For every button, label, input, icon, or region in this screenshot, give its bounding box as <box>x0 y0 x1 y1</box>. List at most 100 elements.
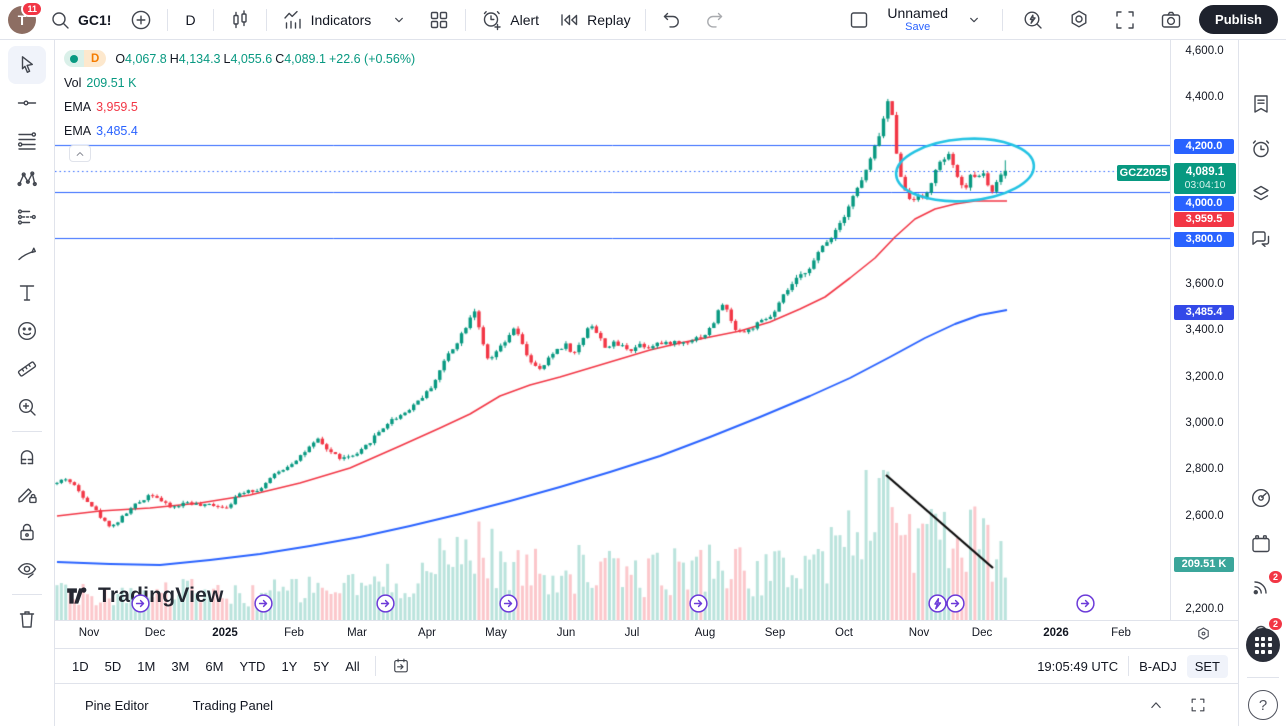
layout-select-button[interactable] <box>841 4 877 36</box>
projection-tool[interactable] <box>8 198 46 236</box>
range-button-5d[interactable]: 5D <box>104 658 122 674</box>
watermark-text: TradingView <box>98 584 224 607</box>
panel-maximize-icon[interactable] <box>1188 695 1208 715</box>
symbol-search-button[interactable]: GC1! <box>42 4 117 36</box>
bottom-toolbar-right: 19:05:49 UTC B-ADJ SET <box>1037 654 1228 678</box>
range-button-3m[interactable]: 3M <box>171 658 190 674</box>
chart-type-button[interactable] <box>222 4 258 36</box>
replay-icon <box>561 13 578 26</box>
contract-switch-marker-icon[interactable] <box>498 594 518 613</box>
chart-settings-button[interactable] <box>1061 4 1097 36</box>
topbar-right-group: Unnamed Save Publish <box>841 4 1278 36</box>
range-button-1m[interactable]: 1M <box>137 658 156 674</box>
indicators-button[interactable]: Indicators <box>275 4 378 36</box>
calendar-button[interactable] <box>1249 532 1277 560</box>
contract-switch-marker-icon[interactable] <box>688 594 708 613</box>
price-axis[interactable]: 4,089.1 03:04:10 4,600.0 4,400.0 3,600.0 3,… <box>1170 40 1238 620</box>
ema-fast-label: EMA <box>64 99 92 114</box>
range-button-6m[interactable]: 6M <box>205 658 224 674</box>
user-avatar[interactable]: T 11 <box>8 0 43 34</box>
adjustment-toggle[interactable]: B-ADJ <box>1139 658 1177 674</box>
tab-trading-panel[interactable]: Trading Panel <box>192 697 274 713</box>
range-button-all[interactable]: All <box>345 658 360 674</box>
replay-button[interactable]: Replay <box>551 4 637 36</box>
tab-pine-editor[interactable]: Pine Editor <box>85 697 149 713</box>
contract-switch-marker-icon[interactable] <box>945 594 965 613</box>
legend-ema-fast-row[interactable]: EMA 3,959.5 <box>64 98 415 115</box>
lock-all-drawings-tool[interactable] <box>8 513 46 551</box>
high-label: H <box>169 51 179 66</box>
contract-switch-marker-icon[interactable] <box>1075 594 1095 613</box>
hide-drawings-tool[interactable] <box>8 551 46 589</box>
legend-main-row[interactable]: D O4,067.8 H4,134.3 L4,055.6 C4,089.1 +22.6 … <box>64 50 415 67</box>
time-tick: Mar <box>347 627 367 639</box>
redo-button[interactable] <box>696 4 732 36</box>
zoom-in-icon <box>18 398 36 416</box>
time-tick: Oct <box>835 627 853 639</box>
help-button[interactable]: ? <box>1248 690 1278 720</box>
range-button-ytd[interactable]: YTD <box>239 658 266 674</box>
chat-icon <box>1252 231 1270 247</box>
redo-icon <box>706 12 722 28</box>
toolbar-divider <box>212 8 214 31</box>
layout-name-button[interactable]: Unnamed Save <box>887 5 948 34</box>
ideas-feed-button[interactable]: 2 <box>1249 570 1283 603</box>
legend-ema-slow-row[interactable]: EMA 3,485.4 <box>64 122 415 139</box>
clock-utc[interactable]: 19:05:49 UTC <box>1037 658 1119 674</box>
indicator-templates-button[interactable] <box>383 6 415 34</box>
legend-collapse-button[interactable] <box>69 145 91 162</box>
measure-tool[interactable] <box>8 350 46 388</box>
session-toggle[interactable]: SET <box>1186 654 1228 678</box>
publish-button[interactable]: Publish <box>1199 5 1278 34</box>
legend-volume-row[interactable]: Vol 209.51 K <box>64 74 415 91</box>
panel-expand-chevron-icon[interactable] <box>1146 695 1166 715</box>
trend-line-tool[interactable] <box>8 84 46 122</box>
undo-button[interactable] <box>654 4 690 36</box>
contract-switch-marker-icon[interactable] <box>130 594 150 613</box>
lightning-marker-icon[interactable] <box>927 594 947 613</box>
close-value: 4,089.1 <box>284 51 326 66</box>
interval-button[interactable]: D <box>176 8 204 32</box>
range-button-1d[interactable]: 1D <box>72 658 89 674</box>
layout-menu-button[interactable] <box>958 6 990 34</box>
range-button-5y[interactable]: 5Y <box>313 658 330 674</box>
compare-add-button[interactable] <box>123 4 159 36</box>
undo-icon <box>663 12 679 28</box>
contract-switch-marker-icon[interactable] <box>253 594 273 613</box>
time-tick: Sep <box>764 627 786 639</box>
axis-settings-icon[interactable] <box>1195 626 1212 648</box>
quick-search-button[interactable] <box>1015 4 1051 36</box>
contract-label[interactable]: GCZ2025 <box>1117 165 1170 181</box>
contract-switch-marker-icon[interactable] <box>375 594 395 613</box>
chart-pane[interactable]: TradingView D O4,067.8 H4,134.3 L4,055.6 C4… <box>55 40 1170 620</box>
drawing-mode-lock-tool[interactable] <box>8 475 46 513</box>
text-tool[interactable] <box>8 274 46 312</box>
cursor-tool[interactable] <box>8 46 46 84</box>
remove-objects-tool[interactable] <box>8 600 46 638</box>
time-axis[interactable]: Nov Dec 2025 Feb Mar Apr May Jun Jul Aug Sep Oct Nov… <box>55 620 1238 648</box>
price-tick: 3,400.0 <box>1185 324 1224 336</box>
watchlist-button[interactable] <box>1249 92 1277 120</box>
candlestick-chart-canvas[interactable] <box>55 40 1170 620</box>
save-button[interactable]: Save <box>905 21 931 34</box>
magnet-tool[interactable] <box>8 437 46 475</box>
screener-gauge-button[interactable] <box>1249 486 1277 514</box>
fullscreen-button[interactable] <box>1107 4 1143 36</box>
range-button-1y[interactable]: 1Y <box>281 658 298 674</box>
object-tree-button[interactable] <box>1249 182 1277 210</box>
zoom-in-tool[interactable] <box>8 388 46 426</box>
apps-menu-button[interactable] <box>1246 628 1280 662</box>
ema-fast-value: 3,959.5 <box>96 99 138 114</box>
alert-button[interactable]: Alert <box>474 4 545 36</box>
grid-layout-button[interactable] <box>421 4 457 36</box>
fib-retracement-tool[interactable] <box>8 122 46 160</box>
snapshot-button[interactable] <box>1153 4 1189 36</box>
toolbar-divider <box>1002 8 1004 31</box>
xabcd-pattern-tool[interactable] <box>8 160 46 198</box>
emoji-tool[interactable] <box>8 312 46 350</box>
candles-icon <box>232 9 247 28</box>
brush-tool[interactable] <box>8 236 46 274</box>
alerts-panel-button[interactable] <box>1249 137 1277 165</box>
go-to-date-button[interactable] <box>384 652 418 680</box>
chat-button[interactable] <box>1249 227 1277 255</box>
